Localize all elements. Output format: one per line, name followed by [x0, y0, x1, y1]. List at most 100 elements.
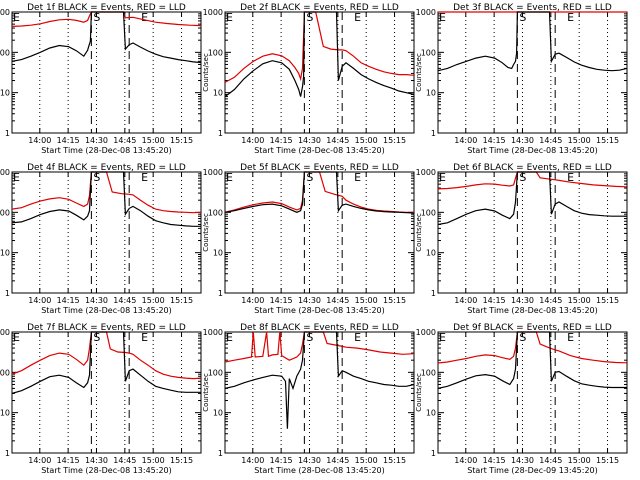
y-tick-label: 10	[213, 249, 223, 258]
y-tick-label: 10	[0, 249, 10, 258]
x-axis-label: Start Time (28-Dec-08 13:45:20)	[41, 466, 172, 475]
x-tick-label: 14:15	[270, 456, 293, 465]
end-marker-label: E	[567, 11, 574, 24]
y-tick-label: 1000	[0, 328, 10, 337]
end-marker-label: E	[354, 331, 361, 344]
series-events-line	[225, 171, 414, 214]
y-tick-label: 1	[218, 449, 223, 458]
y-tick-label: 1000	[416, 168, 436, 177]
x-tick-label: 15:00	[355, 296, 378, 305]
x-tick-label: 14:30	[511, 136, 534, 145]
panel-6: Det 6f BLACK = Events, RED = LLD 1 10 100 10…	[415, 163, 628, 315]
left-marker-label: E	[13, 171, 20, 184]
y-tick-label: 100	[208, 368, 223, 377]
y-tick-label: 1	[431, 129, 436, 138]
y-axis-label: Counts/sec	[415, 213, 423, 252]
series-lld-line	[225, 331, 414, 363]
x-tick-label: 15:00	[355, 456, 378, 465]
y-tick-label: 10	[426, 249, 436, 258]
x-axis-label: Start Time (28-Dec-08 13:45:20)	[254, 466, 385, 475]
x-tick-label: 15:15	[596, 136, 619, 145]
x-tick-label: 14:00	[241, 296, 264, 305]
start-marker-label: S	[519, 171, 526, 184]
plot-frame	[11, 11, 202, 134]
start-marker-label: S	[306, 331, 313, 344]
x-tick-label: 14:15	[57, 456, 80, 465]
y-tick-label: 10	[0, 89, 10, 98]
end-marker-label: E	[354, 11, 361, 24]
y-tick-label: 10	[0, 409, 10, 418]
series-lld-line	[225, 171, 414, 213]
x-tick-label: 14:30	[298, 456, 321, 465]
x-tick-label: 14:45	[113, 136, 136, 145]
end-marker-label: E	[567, 171, 574, 184]
y-tick-label: 1000	[416, 328, 436, 337]
panel-title: Det 2f BLACK = Events, RED = LLD	[240, 3, 399, 13]
series-events-line	[12, 331, 201, 394]
left-marker-label: E	[13, 331, 20, 344]
y-tick-label: 1000	[203, 328, 223, 337]
x-tick-label: 14:45	[539, 296, 562, 305]
y-tick-label: 1000	[0, 8, 10, 17]
series-lld-line	[12, 331, 201, 380]
panel-title: Det 9f BLACK = Events, RED = LLD	[453, 323, 612, 333]
y-tick-label: 1000	[203, 168, 223, 177]
y-axis-label: Counts/sec	[202, 373, 210, 412]
start-marker-label: S	[93, 171, 100, 184]
left-marker-label: E	[439, 331, 446, 344]
start-marker-label: S	[519, 331, 526, 344]
x-axis-label: Start Time (28-Dec-08 13:45:20)	[254, 146, 385, 155]
y-tick-label: 10	[426, 89, 436, 98]
x-axis-label: Start Time (28-Dec-08 13:45:20)	[41, 146, 172, 155]
panel-9: Det 9f BLACK = Events, RED = LLD 1 10 100 10…	[415, 323, 628, 475]
x-tick-label: 15:00	[355, 136, 378, 145]
x-tick-label: 14:15	[57, 136, 80, 145]
x-tick-label: 14:00	[28, 136, 51, 145]
panel-title: Det 6f BLACK = Events, RED = LLD	[453, 163, 612, 173]
x-tick-label: 15:00	[142, 456, 165, 465]
plot-frame	[437, 171, 628, 294]
series-events-line	[12, 11, 201, 64]
x-tick-label: 14:00	[454, 136, 477, 145]
x-tick-label: 14:45	[326, 296, 349, 305]
left-marker-label: E	[13, 11, 20, 24]
x-tick-label: 14:45	[539, 136, 562, 145]
y-tick-label: 100	[0, 368, 10, 377]
panel-5: Det 5f BLACK = Events, RED = LLD 1 10 100 10…	[202, 163, 415, 315]
series-lld-line	[12, 11, 201, 27]
plot-frame	[224, 171, 415, 294]
x-tick-label: 15:00	[142, 136, 165, 145]
series-events-line	[12, 171, 201, 227]
y-tick-label: 100	[421, 208, 436, 217]
x-tick-label: 14:30	[298, 296, 321, 305]
left-marker-label: E	[226, 331, 233, 344]
x-tick-label: 14:15	[483, 296, 506, 305]
x-tick-label: 14:15	[483, 136, 506, 145]
plot-frame	[437, 11, 628, 134]
x-axis-label: Start Time (28-Dec-08 13:45:20)	[467, 306, 598, 315]
x-tick-label: 14:00	[454, 296, 477, 305]
y-tick-label: 1	[5, 449, 10, 458]
left-marker-label: E	[439, 171, 446, 184]
x-tick-label: 15:15	[596, 296, 619, 305]
panel-title: Det 4f BLACK = Events, RED = LLD	[27, 163, 186, 173]
plot-frame	[11, 331, 202, 454]
panel-7: Det 7f BLACK = Events, RED = LLD 1 10 100 10…	[0, 323, 202, 475]
x-tick-label: 14:30	[511, 456, 534, 465]
series-lld-line	[225, 11, 414, 83]
x-tick-label: 14:45	[326, 136, 349, 145]
series-events-line	[225, 331, 414, 429]
left-marker-label: E	[439, 11, 446, 24]
end-marker-label: E	[567, 331, 574, 344]
x-tick-label: 15:00	[568, 136, 591, 145]
y-tick-label: 100	[0, 48, 10, 57]
series-lld-line	[438, 171, 627, 190]
start-marker-label: S	[306, 11, 313, 24]
y-tick-label: 10	[426, 409, 436, 418]
y-tick-label: 100	[0, 208, 10, 217]
x-tick-label: 14:15	[57, 296, 80, 305]
start-marker-label: S	[519, 11, 526, 24]
y-tick-label: 1000	[203, 8, 223, 17]
x-axis-label: Start Time (28-Dec-08 13:45:20)	[467, 146, 598, 155]
